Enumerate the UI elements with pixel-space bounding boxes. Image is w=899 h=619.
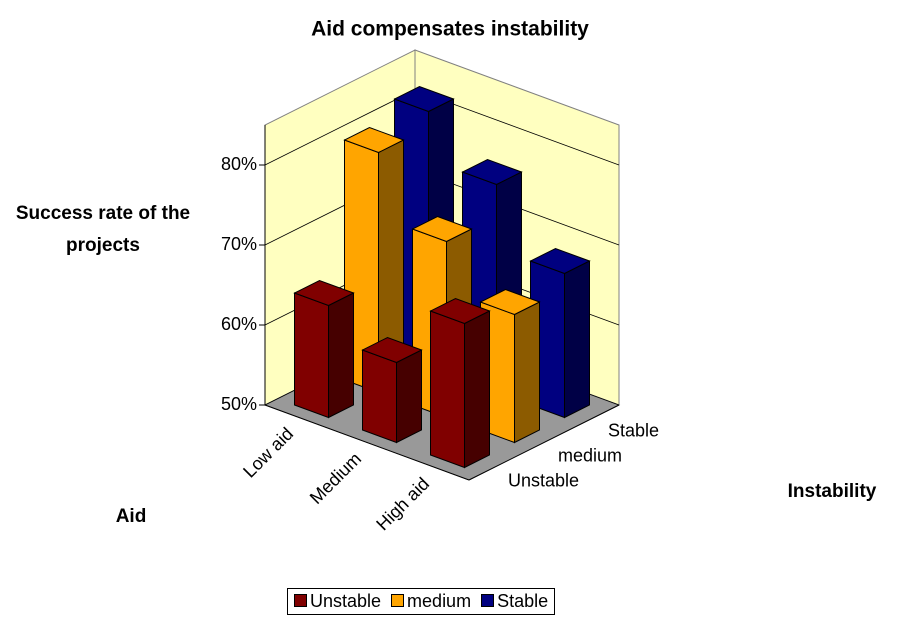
bar (529, 247, 591, 419)
legend-label: Stable (497, 591, 549, 611)
bar-side (564, 260, 590, 419)
z-tick-label: Stable (608, 420, 659, 440)
x-axis (264, 404, 470, 481)
bar-top (393, 85, 455, 113)
bar-top (293, 279, 355, 307)
chart-title: Aid compensates instability (311, 18, 589, 41)
y-tick-label: 70% (221, 234, 257, 254)
y-axis-title: Success rate of the projects (15, 203, 191, 256)
legend-item: Unstable (294, 591, 381, 612)
y-tick-label: 60% (221, 314, 257, 334)
bar-side (328, 292, 354, 419)
bar-top (479, 288, 541, 316)
z-tick-label: medium (558, 445, 622, 465)
bar-top (461, 158, 523, 186)
bar (429, 297, 491, 469)
bar-side (464, 310, 490, 469)
bar-top (429, 297, 491, 325)
legend: Unstable medium Stable (287, 588, 556, 615)
x-tick-label: High aid (372, 474, 433, 535)
legend-label: medium (407, 591, 472, 611)
bar-side (396, 349, 422, 444)
x-tick-label: Low aid (239, 424, 297, 482)
z-axis (468, 404, 620, 481)
y-tick-label: 80% (221, 154, 257, 174)
legend-label: Unstable (310, 591, 382, 611)
bar-front (430, 310, 465, 469)
x-tick-label: Medium (306, 449, 365, 508)
legend-item: medium (391, 591, 471, 612)
legend-swatch (481, 594, 495, 607)
bar (361, 336, 423, 444)
y-tick-label: 50% (221, 394, 257, 414)
legend-swatch (391, 594, 405, 607)
bar-side (514, 301, 540, 444)
legend-item: Stable (481, 591, 548, 612)
z-axis-title: Instability (788, 481, 877, 502)
legend-swatch (294, 594, 307, 607)
bar-top (411, 215, 473, 243)
z-tick-label: Unstable (508, 470, 579, 490)
x-axis-title: Aid (116, 506, 147, 527)
bar-front (362, 349, 397, 444)
bar (293, 279, 355, 419)
bar-top (343, 126, 405, 154)
bar-front (294, 292, 329, 419)
bar-top (529, 247, 591, 275)
bar-top (361, 336, 423, 364)
